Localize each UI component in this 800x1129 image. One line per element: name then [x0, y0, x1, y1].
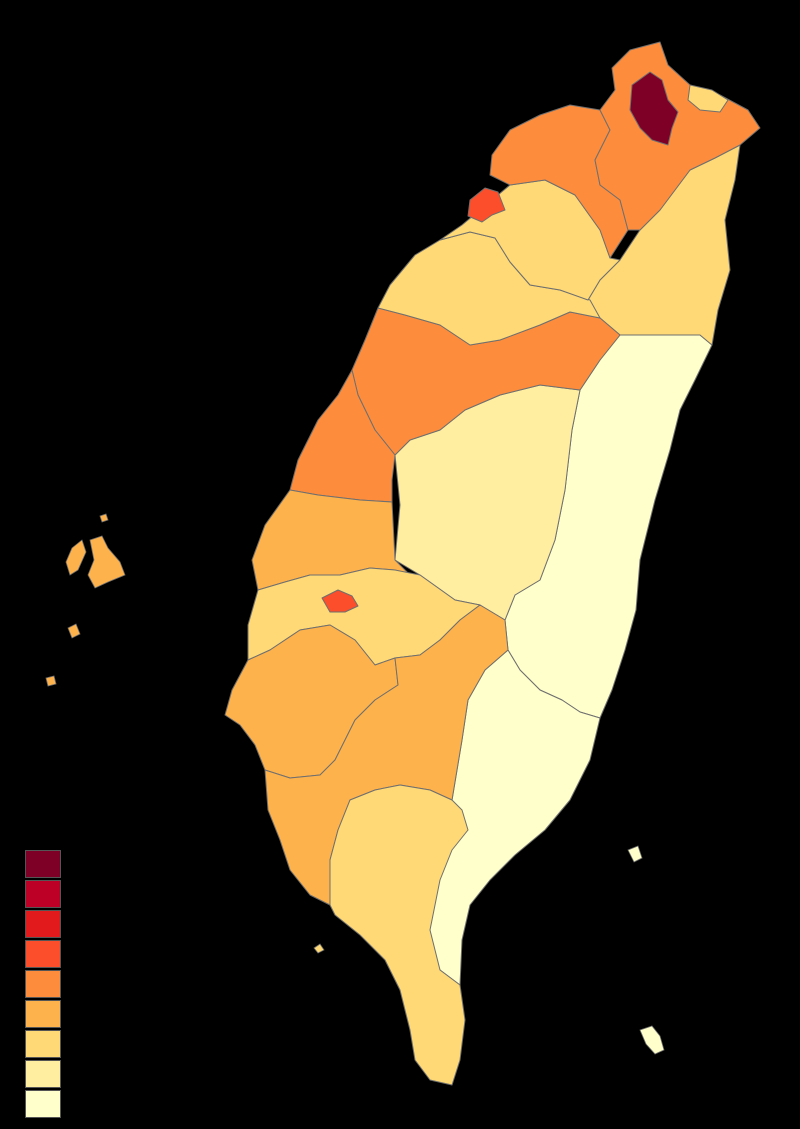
legend-swatch-8 [25, 1060, 61, 1088]
region-keelung[interactable] [687, 84, 729, 113]
region-green-island[interactable] [627, 845, 643, 863]
region-taipei-city[interactable] [629, 71, 679, 146]
region-chiayi-city[interactable] [321, 589, 359, 613]
legend-swatch-6 [25, 1000, 61, 1028]
region-hsinchu-city[interactable] [467, 187, 506, 223]
region-penghu-islet[interactable] [45, 675, 57, 687]
legend [25, 850, 61, 1120]
region-orchid-island[interactable] [639, 1025, 665, 1055]
legend-swatch-7 [25, 1030, 61, 1058]
legend-swatch-3 [25, 910, 61, 938]
legend-swatch-5 [25, 970, 61, 998]
legend-swatch-1 [25, 850, 61, 878]
region-liuqiu[interactable] [313, 943, 325, 954]
legend-swatch-4 [25, 940, 61, 968]
legend-swatch-2 [25, 880, 61, 908]
region-penghu-islet[interactable] [67, 623, 81, 639]
legend-swatch-9 [25, 1090, 61, 1118]
region-penghu-islet[interactable] [87, 535, 126, 589]
region-pingtung[interactable] [329, 784, 469, 1086]
region-penghu-islet[interactable] [99, 513, 109, 523]
region-penghu[interactable] [65, 539, 87, 576]
